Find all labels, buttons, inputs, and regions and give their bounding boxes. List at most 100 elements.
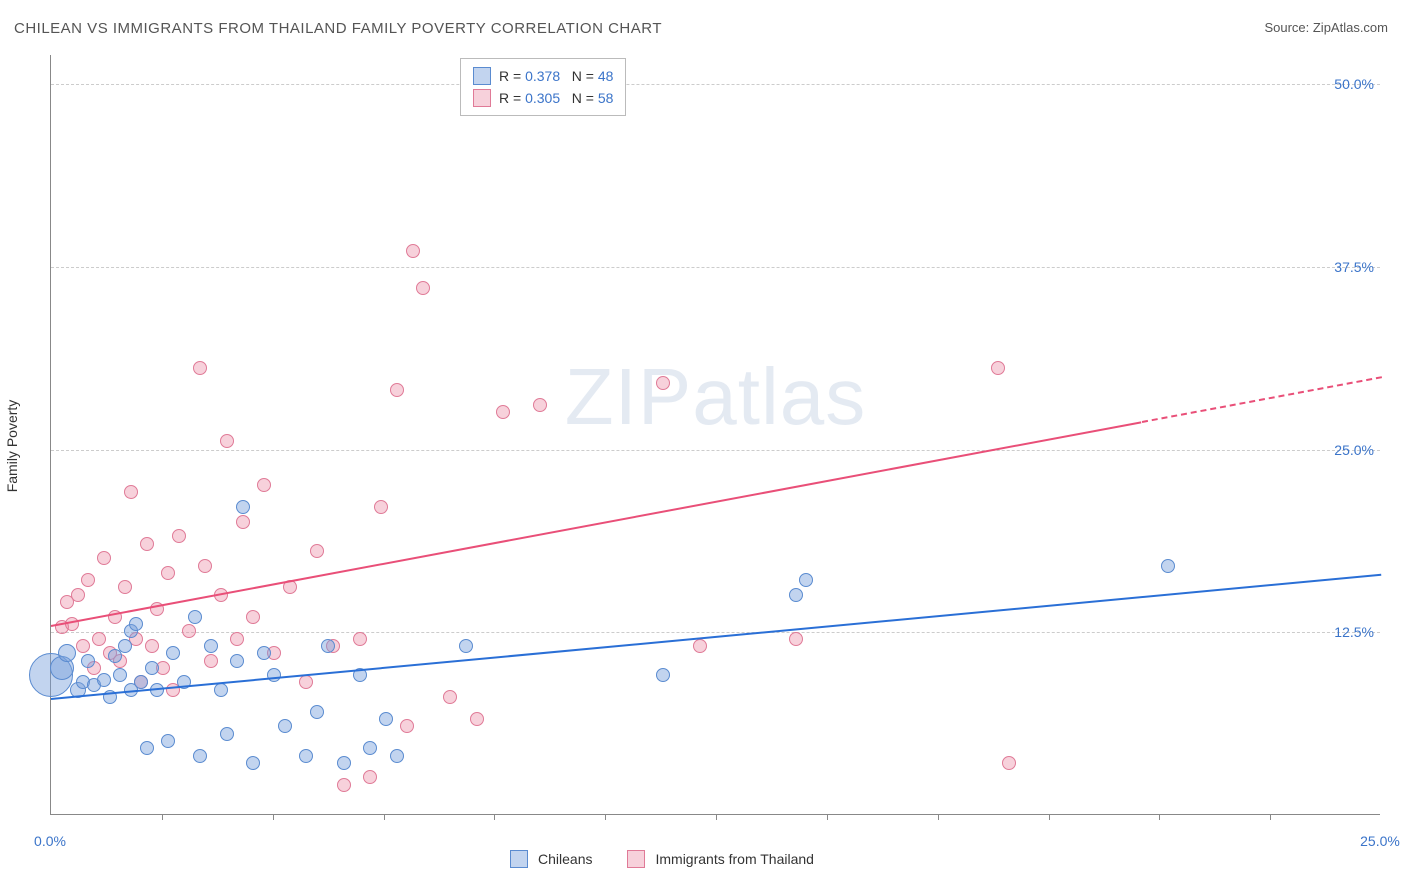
- gridline: [51, 632, 1380, 633]
- data-point: [337, 756, 351, 770]
- data-point: [459, 639, 473, 653]
- xtick-mark: [1049, 814, 1050, 820]
- data-point: [214, 683, 228, 697]
- data-point: [220, 727, 234, 741]
- data-point: [390, 383, 404, 397]
- trend-line: [1141, 377, 1381, 424]
- data-point: [1161, 559, 1175, 573]
- data-point: [656, 376, 670, 390]
- data-point: [337, 778, 351, 792]
- data-point: [246, 756, 260, 770]
- data-point: [236, 500, 250, 514]
- data-point: [220, 434, 234, 448]
- trend-line: [51, 421, 1142, 627]
- data-point: [400, 719, 414, 733]
- xtick-mark: [1270, 814, 1271, 820]
- data-point: [193, 361, 207, 375]
- data-point: [204, 639, 218, 653]
- data-point: [310, 705, 324, 719]
- data-point: [257, 646, 271, 660]
- data-point: [693, 639, 707, 653]
- data-point: [1002, 756, 1016, 770]
- legend-swatch: [627, 850, 645, 868]
- xtick-label: 25.0%: [1360, 833, 1400, 849]
- data-point: [470, 712, 484, 726]
- xtick-mark: [384, 814, 385, 820]
- trend-line: [51, 574, 1381, 700]
- data-point: [416, 281, 430, 295]
- data-point: [129, 617, 143, 631]
- data-point: [390, 749, 404, 763]
- stats-legend-row: R = 0.378 N = 48: [473, 65, 613, 87]
- data-point: [161, 734, 175, 748]
- data-point: [145, 661, 159, 675]
- gridline: [51, 267, 1380, 268]
- series-legend: Chileans Immigrants from Thailand: [510, 850, 839, 868]
- data-point: [374, 500, 388, 514]
- data-point: [789, 632, 803, 646]
- data-point: [81, 654, 95, 668]
- chart-title: CHILEAN VS IMMIGRANTS FROM THAILAND FAMI…: [14, 20, 662, 37]
- xtick-mark: [938, 814, 939, 820]
- data-point: [97, 673, 111, 687]
- data-point: [443, 690, 457, 704]
- legend-swatch: [510, 850, 528, 868]
- data-point: [76, 639, 90, 653]
- data-point: [267, 668, 281, 682]
- data-point: [656, 668, 670, 682]
- xtick-mark: [827, 814, 828, 820]
- source-label: Source: ZipAtlas.com: [1264, 20, 1388, 35]
- stats-legend-row: R = 0.305 N = 58: [473, 87, 613, 109]
- data-point: [299, 675, 313, 689]
- data-point: [193, 749, 207, 763]
- stats-legend: R = 0.378 N = 48R = 0.305 N = 58: [460, 58, 626, 116]
- legend-swatch: [473, 89, 491, 107]
- watermark: ZIPatlas: [565, 351, 866, 443]
- data-point: [799, 573, 813, 587]
- data-point: [310, 544, 324, 558]
- data-point: [188, 610, 202, 624]
- data-point: [257, 478, 271, 492]
- gridline: [51, 450, 1380, 451]
- ytick-label: 50.0%: [1334, 76, 1374, 92]
- data-point: [118, 580, 132, 594]
- data-point: [145, 639, 159, 653]
- xtick-label: 0.0%: [34, 833, 66, 849]
- data-point: [230, 632, 244, 646]
- xtick-mark: [273, 814, 274, 820]
- data-point: [321, 639, 335, 653]
- data-point: [97, 551, 111, 565]
- data-point: [379, 712, 393, 726]
- data-point: [166, 646, 180, 660]
- data-point: [278, 719, 292, 733]
- legend-label: Chileans: [538, 851, 592, 867]
- data-point: [496, 405, 510, 419]
- data-point: [533, 398, 547, 412]
- y-axis-label: Family Poverty: [4, 400, 20, 493]
- ytick-label: 25.0%: [1334, 442, 1374, 458]
- data-point: [182, 624, 196, 638]
- data-point: [172, 529, 186, 543]
- chart-container: CHILEAN VS IMMIGRANTS FROM THAILAND FAMI…: [0, 0, 1406, 892]
- data-point: [124, 485, 138, 499]
- data-point: [363, 770, 377, 784]
- xtick-mark: [494, 814, 495, 820]
- legend-label: Immigrants from Thailand: [655, 851, 813, 867]
- data-point: [789, 588, 803, 602]
- data-point: [81, 573, 95, 587]
- data-point: [991, 361, 1005, 375]
- data-point: [108, 649, 122, 663]
- data-point: [246, 610, 260, 624]
- data-point: [58, 644, 76, 662]
- xtick-mark: [1159, 814, 1160, 820]
- legend-swatch: [473, 67, 491, 85]
- xtick-mark: [716, 814, 717, 820]
- data-point: [230, 654, 244, 668]
- data-point: [198, 559, 212, 573]
- data-point: [406, 244, 420, 258]
- ytick-label: 12.5%: [1334, 624, 1374, 640]
- data-point: [140, 741, 154, 755]
- data-point: [161, 566, 175, 580]
- data-point: [353, 632, 367, 646]
- data-point: [71, 588, 85, 602]
